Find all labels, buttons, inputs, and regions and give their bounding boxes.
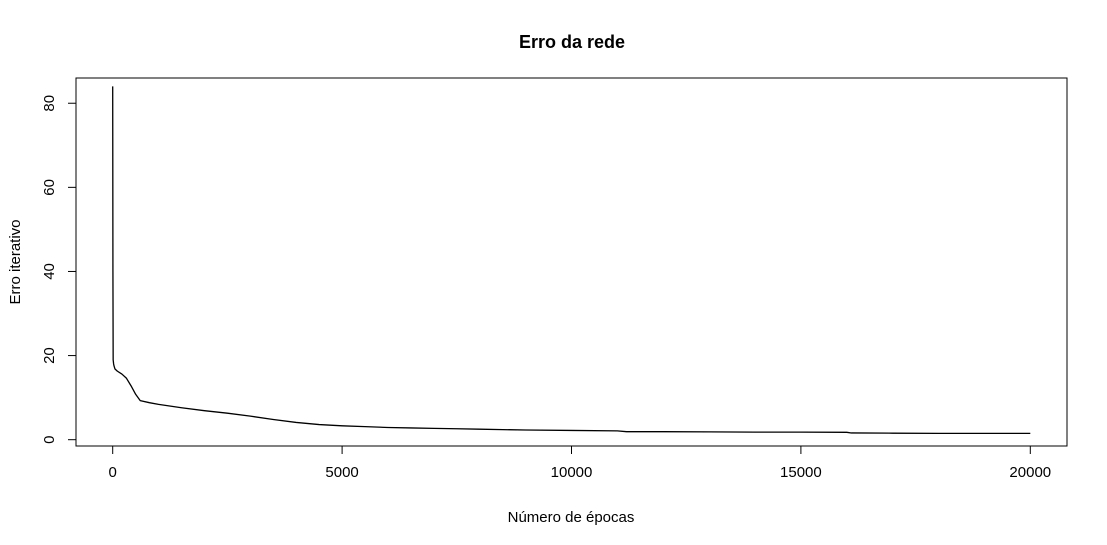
- x-tick-label: 20000: [1009, 464, 1051, 481]
- y-axis-label: Erro iterativo: [7, 219, 24, 304]
- x-tick-label: 0: [109, 464, 117, 481]
- plot-frame: [75, 77, 1068, 447]
- chart-title: Erro da rede: [519, 32, 625, 52]
- x-axis-label: Número de épocas: [508, 509, 635, 526]
- y-tick-label: 40: [41, 263, 58, 280]
- x-tick-label: 15000: [780, 464, 822, 481]
- x-tick-label: 10000: [551, 464, 593, 481]
- y-tick-label: 60: [41, 179, 58, 196]
- series-layer: [112, 86, 1031, 435]
- y-tick-label: 20: [41, 347, 58, 364]
- series-line: [112, 86, 1031, 435]
- y-axis: 0 20 40 60 80: [41, 95, 77, 444]
- x-axis: 0 5000 10000 15000 20000: [109, 445, 1051, 481]
- y-tick-label: 0: [41, 436, 58, 444]
- y-tick-label: 80: [41, 95, 58, 112]
- x-tick-label: 5000: [325, 464, 358, 481]
